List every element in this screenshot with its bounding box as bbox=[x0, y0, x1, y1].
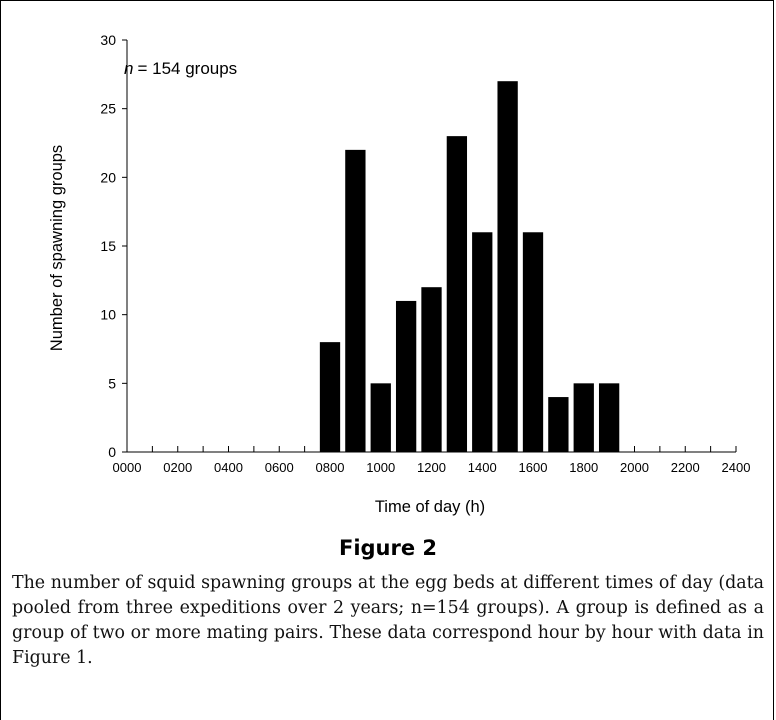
y-axis-label: Number of spawning groups bbox=[48, 145, 66, 351]
chart-ticks: 0 5 10 15 20 25 30 0000 0200 0400 0600 0800 1000 1200… bbox=[100, 32, 750, 475]
y-tick-label: 20 bbox=[100, 169, 116, 185]
bar bbox=[522, 232, 544, 452]
bar bbox=[446, 136, 468, 452]
bar bbox=[548, 397, 569, 452]
bar bbox=[421, 287, 442, 452]
bar bbox=[497, 81, 518, 452]
y-tick-label: 30 bbox=[100, 32, 116, 48]
x-tick-label: 2200 bbox=[671, 460, 700, 475]
x-tick-label: 1600 bbox=[519, 460, 548, 475]
bar bbox=[345, 149, 366, 452]
x-tick-label: 0200 bbox=[163, 460, 192, 475]
x-axis-label: Time of day (h) bbox=[375, 498, 485, 516]
chart-bars bbox=[319, 81, 620, 452]
bar bbox=[370, 383, 391, 452]
sample-size-annotation: n = 154 groups bbox=[124, 59, 237, 78]
bar bbox=[395, 300, 417, 452]
x-tick-label: 1800 bbox=[569, 460, 598, 475]
bar bbox=[472, 232, 493, 452]
y-tick-label: 0 bbox=[108, 444, 116, 460]
bar bbox=[573, 383, 594, 452]
x-tick-label: 0400 bbox=[214, 460, 243, 475]
bar bbox=[598, 383, 620, 452]
y-tick-label: 5 bbox=[108, 375, 116, 391]
x-tick-label: 0000 bbox=[113, 460, 142, 475]
x-tick-label: 1400 bbox=[468, 460, 497, 475]
x-tick-label: 0800 bbox=[316, 460, 345, 475]
x-tick-label: 1200 bbox=[417, 460, 446, 475]
x-tick-label: 2400 bbox=[722, 460, 751, 475]
bar bbox=[319, 342, 341, 452]
x-tick-label: 1000 bbox=[366, 460, 395, 475]
x-tick-label: 0600 bbox=[265, 460, 294, 475]
bar-chart: 0 5 10 15 20 25 30 0000 0200 0400 0600 0800 1000 1200… bbox=[48, 32, 750, 516]
figure-title: Figure 2 bbox=[338, 536, 438, 560]
figure-caption: The number of squid spawning groups at t… bbox=[12, 573, 764, 668]
y-tick-label: 10 bbox=[100, 307, 116, 323]
y-tick-label: 15 bbox=[100, 238, 116, 254]
y-tick-label: 25 bbox=[100, 101, 116, 117]
x-tick-label: 2000 bbox=[620, 460, 649, 475]
